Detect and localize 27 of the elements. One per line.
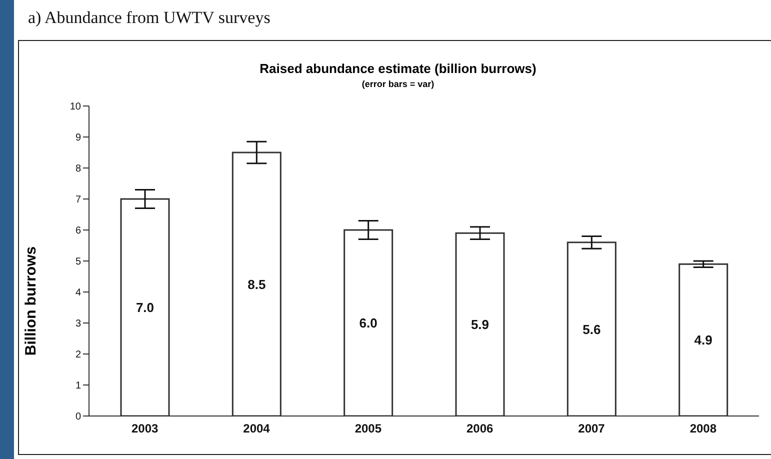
y-tick-label: 5 [75,256,82,268]
y-tick-label: 7 [75,194,82,206]
y-tick-label: 6 [75,226,82,237]
chart-title: Raised abundance estimate (billion burrows) [258,61,538,76]
data-label: 5.6 [582,322,601,337]
y-tick-label: 8 [75,164,82,175]
y-tick-label: 1 [75,380,82,392]
x-tick-label: 2004 [243,422,270,436]
text: a) Abundance from UWTV surveys [28,8,270,28]
data-label: 6.0 [359,316,378,331]
y-tick-label: 9 [75,132,82,144]
y-tick-label: 0 [75,412,82,423]
data-label: 8.5 [248,276,266,292]
chart-subtitle: (error bars = var) [360,79,436,89]
x-tick-label: 2005 [354,422,382,436]
data-label: 7.0 [136,300,154,316]
x-tick-label: 2008 [690,422,717,436]
x-tick-label: 2003 [131,422,159,436]
y-axis-title: Billion burrows [22,246,40,356]
y-tick-label: 3 [75,318,82,330]
data-label: 4.9 [694,332,712,348]
x-tick-label: 2007 [578,422,606,436]
y-tick-label: 4 [75,288,82,299]
data-label: 5.9 [470,317,490,332]
y-tick-label: 2 [75,350,82,361]
x-tick-label: 2006 [466,422,494,436]
y-tick-label: 10 [70,102,82,113]
